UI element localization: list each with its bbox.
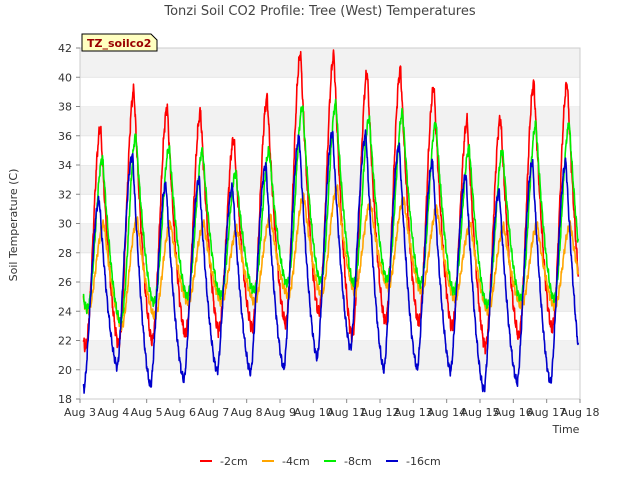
legend-entry: -2cm [220,455,248,468]
x-tick-label: Aug 18 [561,406,600,419]
chart-title: Tonzi Soil CO2 Profile: Tree (West) Temp… [163,4,476,19]
x-tick-label: Aug 7 [197,406,229,419]
x-tick-label: Aug 10 [294,406,333,419]
y-tick-label: 26 [58,276,72,289]
y-tick-label: 28 [58,247,72,260]
x-axis-label: Time [552,423,580,436]
legend-entry: -16cm [406,455,441,468]
x-tick-label: Aug 15 [461,406,500,419]
x-tick-label: Aug 13 [394,406,433,419]
y-tick-label: 18 [58,393,72,406]
y-tick-label: 22 [58,335,72,348]
grid-band [80,282,580,312]
x-tick-label: Aug 6 [164,406,196,419]
grid-band [80,311,580,341]
annotation-box: TZ_soilco2 [81,33,158,52]
x-tick-label: Aug 12 [361,406,400,419]
grid-band [80,48,580,78]
y-axis: 18 20 22 24 26 28 30 32 34 36 38 40 42 [58,42,80,406]
grid-band [80,340,580,370]
legend: -2cm -4cm -8cm -16cm [200,455,441,468]
y-tick-label: 42 [58,42,72,55]
y-tick-label: 38 [58,101,72,114]
annotation-label: TZ_soilco2 [87,37,151,50]
y-tick-label: 40 [58,71,72,84]
x-tick-label: Aug 17 [527,406,566,419]
y-tick-label: 20 [58,364,72,377]
x-tick-label: Aug 11 [327,406,366,419]
x-tick-label: Aug 14 [427,406,466,419]
y-axis-label: Soil Temperature (C) [7,169,20,282]
y-tick-label: 24 [58,305,72,318]
series-line [82,184,580,332]
legend-entry: -4cm [282,455,310,468]
y-tick-label: 32 [58,188,72,201]
y-tick-label: 36 [58,130,72,143]
grid-band [80,369,580,399]
y-tick-label: 30 [58,218,72,231]
x-tick-label: Aug 3 [64,406,96,419]
x-tick-label: Aug 5 [131,406,163,419]
x-tick-label: Aug 16 [494,406,533,419]
x-tick-label: Aug 9 [264,406,296,419]
series-line [82,129,580,394]
grid-band [80,106,580,136]
series-lines [82,49,580,394]
x-tick-label: Aug 8 [231,406,263,419]
y-tick-label: 34 [58,159,72,172]
x-tick-label: Aug 4 [97,406,129,419]
series-line [82,49,580,355]
series-line [82,98,580,325]
annotation-box-shape [81,33,158,52]
legend-entry: -8cm [344,455,372,468]
